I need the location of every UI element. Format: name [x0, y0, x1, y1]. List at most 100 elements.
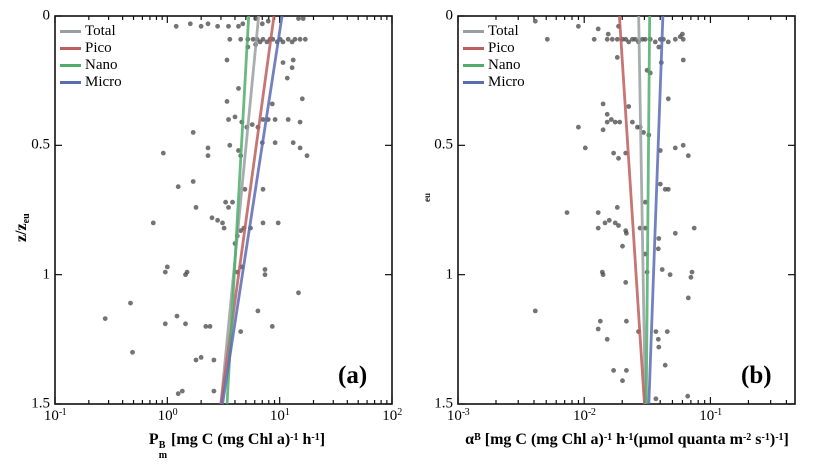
scatter-point	[665, 186, 671, 192]
axes-frame	[457, 15, 796, 405]
scatter-point	[280, 60, 286, 65]
scatter-point	[544, 36, 550, 42]
scatter-point	[175, 391, 181, 397]
scatter-point	[249, 122, 255, 127]
scatter-point	[656, 344, 662, 350]
scatter-point	[604, 336, 610, 342]
scatter-point	[128, 300, 133, 306]
scatter-point	[642, 199, 648, 205]
legend-panel-b: Total Pico Nano Micro	[463, 23, 525, 91]
scatter-point	[209, 215, 215, 221]
scatter-point	[299, 96, 305, 102]
scatter-point	[680, 142, 686, 148]
scatter-point	[620, 378, 625, 384]
scatter-point	[150, 220, 156, 226]
scatter-point	[672, 36, 678, 42]
scatter-point	[269, 324, 275, 329]
legend-swatch-total	[60, 30, 81, 33]
scatter-point	[665, 39, 671, 45]
scatter-point	[656, 44, 662, 50]
legend-label: Pico	[488, 40, 515, 56]
x-tick-label: 10-2	[573, 407, 596, 424]
scatter-point	[685, 393, 691, 399]
scatter-point	[659, 267, 665, 272]
scatter-point	[672, 230, 678, 236]
scatter-point	[652, 39, 658, 45]
scatter-point	[205, 153, 211, 159]
scatter-point	[220, 220, 225, 226]
scatter-point	[655, 336, 661, 342]
scatter-point	[612, 220, 618, 226]
legend-swatch-nano	[60, 64, 81, 67]
scatter-point	[290, 57, 296, 63]
scatter-point	[230, 199, 235, 205]
scatter-point	[604, 111, 610, 117]
scatter-point	[680, 57, 686, 63]
scatter-point	[595, 326, 601, 332]
x-tick-label: 101	[269, 407, 290, 424]
scatter-point	[664, 329, 670, 334]
scatter-point	[232, 114, 238, 120]
legend-swatch-pico	[463, 47, 484, 50]
scatter-point	[630, 119, 635, 125]
scatter-point	[289, 65, 295, 71]
scatter-point	[611, 368, 616, 373]
scatter-point	[626, 39, 632, 45]
scatter-point	[600, 101, 606, 107]
scatter-point	[173, 23, 179, 29]
scatter-point	[604, 36, 610, 42]
x-tick-label: 10-3	[446, 407, 470, 424]
scatter-point	[198, 355, 204, 360]
scatter-point	[576, 124, 581, 130]
fit-line-nano	[225, 15, 251, 405]
scatter-point	[221, 225, 227, 231]
y-tick-label: 0.5	[31, 136, 50, 153]
scatter-point	[280, 39, 286, 45]
y-tick-label: 0	[42, 7, 51, 24]
scatter-point	[179, 388, 185, 394]
scatter-point	[238, 36, 244, 42]
scatter-point	[183, 272, 188, 278]
scatter-point	[297, 145, 303, 151]
scatter-point	[285, 36, 291, 42]
scatter-point	[238, 329, 244, 334]
scatter-point	[576, 23, 581, 29]
scatter-point	[595, 225, 601, 231]
scatter-point	[284, 75, 290, 81]
x-tick-label: 102	[382, 407, 402, 424]
scatter-point	[672, 145, 678, 151]
scatter-point	[236, 148, 241, 153]
scatter-point	[685, 295, 691, 301]
scatter-point	[616, 155, 621, 161]
scatter-point	[532, 18, 538, 24]
legend-item-nano: Nano	[463, 57, 525, 74]
scatter-point	[223, 199, 229, 205]
scatter-point	[238, 228, 244, 234]
scatter-point	[227, 36, 233, 42]
scatter-point	[623, 280, 629, 285]
scatter-point	[302, 36, 308, 42]
scatter-point	[595, 210, 601, 216]
scatter-point	[262, 272, 268, 278]
scatter-point	[296, 290, 301, 296]
scatter-point	[617, 119, 623, 125]
scatter-point	[207, 324, 213, 329]
scatter-point	[203, 324, 209, 329]
scatter-point	[240, 21, 246, 27]
scatter-point	[604, 119, 610, 125]
y-tick-label: 0.5	[434, 136, 453, 153]
scatter-point	[620, 243, 625, 249]
scatter-point	[236, 86, 241, 91]
scatter-point	[304, 153, 310, 159]
scatter-point	[285, 117, 291, 122]
legend-label: Total	[488, 23, 519, 39]
scatter-point	[205, 21, 211, 27]
scatter-point	[211, 357, 217, 363]
scatter-point	[624, 230, 629, 236]
scatter-point	[662, 362, 668, 368]
panel-letter-a: (a)	[338, 362, 368, 389]
clipped-ylabel-fragment: eu	[422, 193, 432, 202]
